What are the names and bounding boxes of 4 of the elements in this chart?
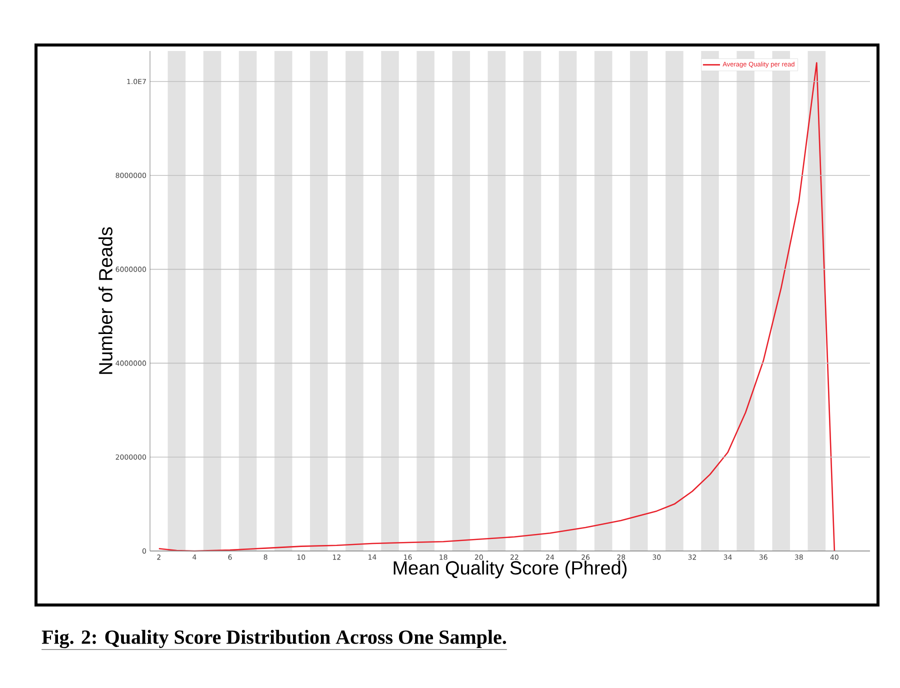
line-series xyxy=(158,62,836,552)
x-axis-title: Mean Quality Score (Phred) xyxy=(394,560,627,578)
text: Fig. 2: Quality Score Distribution Across One Sample. xyxy=(42,630,506,648)
y-axis-title: Number of Reads xyxy=(98,227,112,374)
